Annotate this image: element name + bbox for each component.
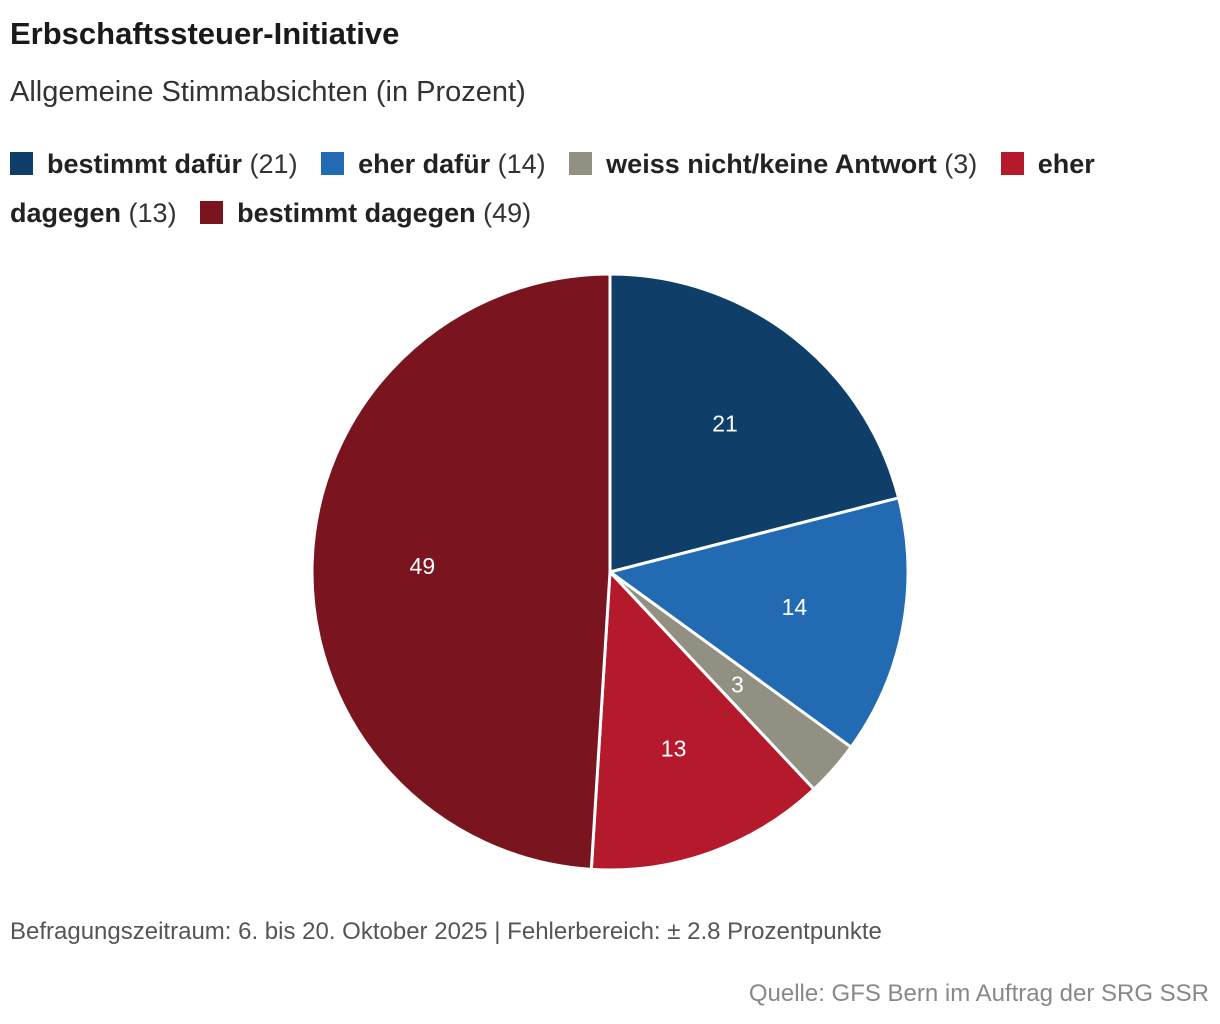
legend-value: (21) [249,149,298,179]
legend-value: (3) [944,149,978,179]
legend-swatch [10,152,33,175]
chart-subtitle: Allgemeine Stimmabsichten (in Prozent) [10,76,526,108]
pie-data-label: 13 [661,736,687,762]
legend-item-eher-dafuer: eher dafür (14) [321,149,546,179]
chart-title: Erbschaftssteuer-Initiative [10,16,400,51]
legend-label: eher dagegen [10,149,1095,228]
legend-label: eher dafür [358,149,491,179]
pie-slices [310,272,910,872]
legend-swatch [1000,152,1024,175]
pie-data-label: 21 [712,411,738,437]
pie-slice-eher-dagegen [589,570,816,872]
source-note: Quelle: GFS Bern im Auftrag der SRG SSR [748,980,1209,1007]
legend-value: (13) [128,198,177,228]
pie-slice-eher-dafür [608,496,910,749]
legend-value: (49) [483,198,532,228]
pie-slice-bestimmt-dafür [608,272,901,574]
pie-data-label: 49 [410,553,436,579]
legend: bestimmt dafür (21) eher dafür (14) weis… [10,140,1205,238]
pie-data-label: 14 [782,594,808,620]
pie-data-labels: 21 14 3 13 49 [410,411,808,762]
footnote: Befragungszeitraum: 6. bis 20. Oktober 2… [10,918,882,945]
legend-swatch [200,201,224,224]
legend-swatch [321,152,345,175]
legend-label: bestimmt dafür [47,149,243,179]
pie-slice-bestimmt-dagegen [310,272,612,871]
legend-item-bestimmt-dagegen: bestimmt dagegen (49) [200,198,531,228]
legend-label: bestimmt dagegen [237,198,476,228]
legend-item-bestimmt-dafuer: bestimmt dafür (21) [10,149,298,179]
pie-data-label: 3 [731,671,744,697]
legend-label: weiss nicht/keine Antwort [606,149,937,179]
legend-value: (14) [497,149,546,179]
legend-item-eher-dagegen: eher dagegen (13) [10,149,1095,228]
legend-swatch [569,152,593,175]
legend-item-weiss-nicht: weiss nicht/keine Antwort (3) [569,149,977,179]
